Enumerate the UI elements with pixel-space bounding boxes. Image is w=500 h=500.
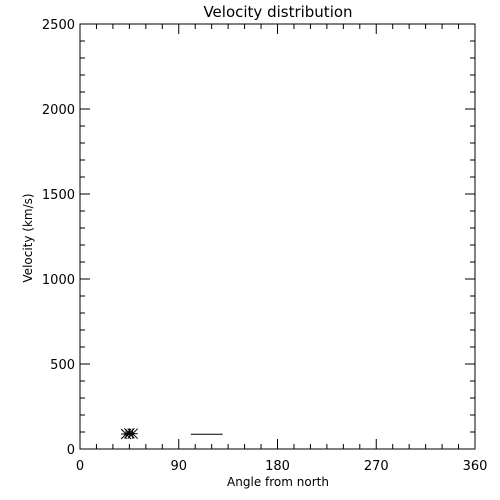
data-marks: [120, 428, 223, 440]
y-tick-label: 2500: [42, 18, 75, 33]
y-tick-label: 2000: [42, 103, 75, 118]
y-tick-label: 1000: [42, 273, 75, 288]
y-tick-labels: 0 500 1000 1500 2000 2500: [42, 18, 75, 458]
chart-title: Velocity distribution: [203, 3, 352, 21]
y-tick-label: 500: [50, 358, 75, 373]
x-tick-labels: 0 90 180 270 360: [76, 459, 488, 474]
x-tick-label: 90: [170, 459, 187, 474]
axis-ticks: [79, 23, 476, 450]
x-tick-label: 360: [463, 459, 488, 474]
y-tick-label: 0: [67, 443, 75, 458]
x-axis-label: Angle from north: [227, 475, 329, 489]
data-point: [127, 428, 139, 440]
x-tick-label: 180: [265, 459, 290, 474]
x-tick-label: 0: [76, 459, 84, 474]
plot-frame: [79, 23, 476, 450]
y-tick-label: 1500: [42, 188, 75, 203]
y-axis-label: Velocity (km/s): [21, 193, 35, 282]
x-tick-label: 270: [364, 459, 389, 474]
